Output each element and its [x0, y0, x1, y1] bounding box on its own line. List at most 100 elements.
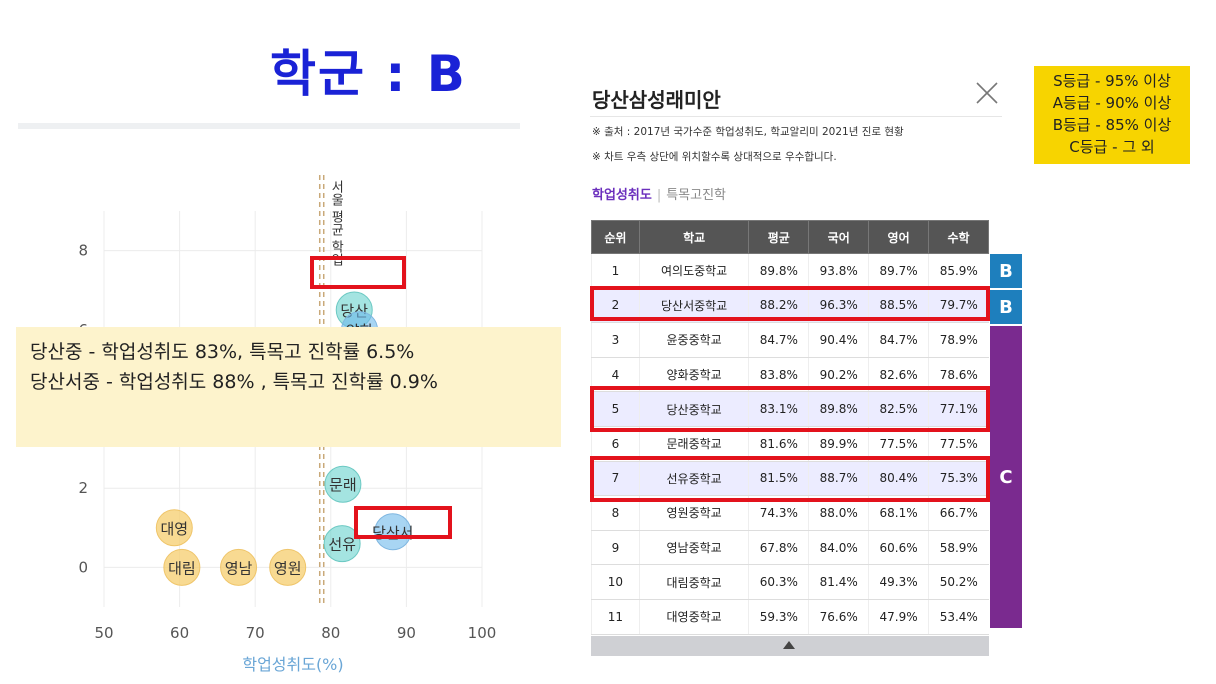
- cell-math: 58.9%: [928, 530, 989, 566]
- cell-avg: 89.8%: [748, 253, 809, 289]
- close-button[interactable]: [974, 80, 1000, 106]
- school-panel: 당산삼성래미안 ※ 출처 : 2017년 국가수준 학업성취도, 학교알리미 2…: [560, 60, 1026, 684]
- highlight-row-seonyu: [590, 456, 990, 502]
- cell-avg: 59.3%: [748, 599, 809, 635]
- x-tick-label: 70: [246, 624, 265, 642]
- cell-math: 78.9%: [928, 322, 989, 358]
- cell-korean: 76.6%: [808, 599, 869, 635]
- source-note: ※ 출처 : 2017년 국가수준 학업성취도, 학교알리미 2021년 진로 …: [592, 126, 904, 138]
- note-line-2: 당산서중 - 학업성취도 88% , 특목고 진학률 0.9%: [30, 371, 438, 393]
- cell-math: 53.4%: [928, 599, 989, 635]
- cell-rank: 11: [591, 599, 640, 635]
- cell-korean: 81.4%: [808, 564, 869, 600]
- col-header-school: 학교: [638, 220, 750, 254]
- cell-korean: 93.8%: [808, 253, 869, 289]
- table-row[interactable]: 1 여의도중학교 89.8% 93.8% 89.7% 85.9%: [591, 253, 989, 289]
- data-point: [269, 548, 307, 586]
- data-point: [324, 465, 362, 503]
- table-header-row: 순위 학교 평균 국어 영어 수학: [591, 220, 989, 254]
- cell-school: 영남중학교: [638, 530, 749, 566]
- table-row[interactable]: 7 선유중학교 81.5% 88.7% 80.4% 75.3%: [591, 461, 989, 497]
- data-point: [374, 513, 412, 551]
- table-row[interactable]: 10 대림중학교 60.3% 81.4% 49.3% 50.2%: [591, 564, 989, 600]
- hint-note: ※ 차트 우측 상단에 위치할수록 상대적으로 우수합니다.: [592, 151, 837, 163]
- cell-english: 47.9%: [868, 599, 929, 635]
- legend-b: B등급 - 85% 이상: [1052, 116, 1172, 134]
- table-row[interactable]: 3 윤중중학교 84.7% 90.4% 84.7% 78.9%: [591, 322, 989, 358]
- cell-rank: 5: [591, 391, 640, 427]
- legend-a: A등급 - 90% 이상: [1052, 94, 1172, 112]
- legend-c: C등급 - 그 외: [1069, 138, 1155, 156]
- note-line-1: 당산중 - 학업성취도 83%, 특목고 진학률 6.5%: [30, 341, 415, 363]
- cell-english: 82.6%: [868, 357, 929, 393]
- cell-school: 대림중학교: [638, 564, 749, 600]
- x-axis-label: 학업성취도(%): [242, 655, 343, 674]
- data-point-label: 대림: [168, 559, 196, 577]
- cell-avg: 67.8%: [748, 530, 809, 566]
- data-point: [163, 548, 201, 586]
- close-icon: [976, 82, 998, 104]
- grade-tag-others: C: [990, 326, 1022, 628]
- panel-divider: [590, 116, 1002, 117]
- table-row[interactable]: 9 영남중학교 67.8% 84.0% 60.6% 58.9%: [591, 530, 989, 566]
- grade-tag-dangsanseo: B: [990, 290, 1022, 324]
- cell-rank: 7: [591, 461, 640, 497]
- cell-korean: 88.7%: [808, 461, 869, 497]
- x-tick-label: 100: [468, 624, 497, 642]
- cell-avg: 81.5%: [748, 461, 809, 497]
- highlight-dangsan-point: [310, 256, 406, 289]
- data-point: [220, 548, 258, 586]
- table-row[interactable]: 5 당산중학교 83.1% 89.8% 82.5% 77.1%: [591, 391, 989, 427]
- cell-rank: 9: [591, 530, 640, 566]
- cell-korean: 84.0%: [808, 530, 869, 566]
- cell-avg: 84.7%: [748, 322, 809, 358]
- grade-tag-yeouido: B: [990, 254, 1022, 288]
- panel-title: 당산삼성래미안: [592, 88, 721, 112]
- tab-achievement[interactable]: 학업성취도: [592, 188, 652, 203]
- data-point: [155, 509, 193, 547]
- cell-school: 대영중학교: [638, 599, 749, 635]
- y-tick-label: 2: [78, 479, 88, 497]
- cell-school: 문래중학교: [638, 426, 749, 462]
- col-header-avg: 평균: [748, 220, 810, 254]
- data-point-label: 선유: [328, 536, 356, 554]
- x-tick-label: 50: [94, 624, 113, 642]
- cell-english: 60.6%: [868, 530, 929, 566]
- cell-english: 82.5%: [868, 391, 929, 427]
- scroll-up-bar[interactable]: [591, 636, 989, 656]
- cell-korean: 89.8%: [808, 391, 869, 427]
- highlight-dangsanseo-point: [354, 506, 452, 539]
- cell-school: 선유중학교: [638, 461, 749, 497]
- cell-math: 77.5%: [928, 426, 989, 462]
- note-box: 당산중 - 학업성취도 83%, 특목고 진학률 6.5% 당산서중 - 학업성…: [16, 327, 561, 447]
- data-point-label: 대영: [161, 520, 189, 538]
- legend-s: S등급 - 95% 이상: [1053, 72, 1171, 90]
- col-header-rank: 순위: [591, 220, 640, 254]
- cell-avg: 60.3%: [748, 564, 809, 600]
- cell-avg: 81.6%: [748, 426, 809, 462]
- page-title: 학군 : B: [270, 45, 467, 103]
- x-tick-label: 80: [321, 624, 340, 642]
- cell-school: 당산중학교: [638, 391, 749, 427]
- table-row[interactable]: 11 대영중학교 59.3% 76.6% 47.9% 53.4%: [591, 599, 989, 635]
- tab-separator: |: [656, 188, 662, 203]
- tab-special-school[interactable]: 특목고진학: [666, 188, 727, 203]
- cell-english: 77.5%: [868, 426, 929, 462]
- highlight-row-dangsan: [590, 386, 990, 432]
- x-tick-label: 60: [170, 624, 189, 642]
- cell-math: 50.2%: [928, 564, 989, 600]
- y-tick-label: 0: [78, 558, 88, 576]
- table-row[interactable]: 6 문래중학교 81.6% 89.9% 77.5% 77.5%: [591, 426, 989, 462]
- cell-english: 84.7%: [868, 322, 929, 358]
- cell-school: 윤중중학교: [638, 322, 749, 358]
- cell-korean: 90.4%: [808, 322, 869, 358]
- col-header-math: 수학: [928, 220, 989, 254]
- y-tick-label: 8: [78, 242, 88, 260]
- cell-rank: 3: [591, 322, 640, 358]
- col-header-korean: 국어: [808, 220, 870, 254]
- cell-school: 여의도중학교: [638, 253, 749, 289]
- data-point-label: 문래: [329, 476, 357, 494]
- reference-line-label: 서울 평균 학업: [328, 180, 343, 267]
- col-header-english: 영어: [868, 220, 930, 254]
